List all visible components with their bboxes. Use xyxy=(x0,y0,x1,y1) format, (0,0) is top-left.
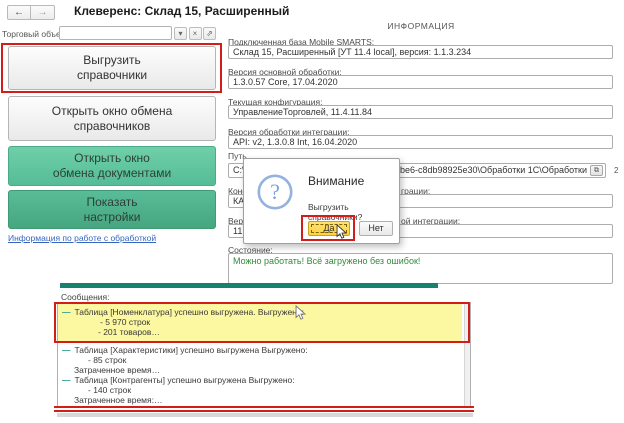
progress-bar xyxy=(60,283,438,288)
core-version-field[interactable]: 1.3.0.57 Core, 17.04.2020 xyxy=(228,75,613,89)
message-text: Таблица [Контрагенты] успешно выгружена … xyxy=(74,375,295,385)
dialog-message: Выгрузить справочники? xyxy=(308,202,363,222)
message-item-characteristics[interactable]: — Таблица [Характеристики] успешно выгруж… xyxy=(62,345,457,375)
dialog-title: Внимание xyxy=(308,174,365,188)
message-highlight xyxy=(58,304,462,341)
no-button[interactable]: Нет xyxy=(359,221,393,236)
info-link[interactable]: Информация по работе с обработкой xyxy=(8,233,157,243)
field-label: Подключенная база Mobile SMARTS: xyxy=(228,37,375,47)
button-label: Открыть окно обмена xyxy=(51,103,173,118)
cursor-icon xyxy=(295,305,306,320)
button-label: настройки xyxy=(83,209,141,224)
version-label-end: ой интеграции: xyxy=(401,216,461,226)
path-value-end: a2f6f-abca-41ba-9be6-c8db98925e30\Обрабо… xyxy=(326,165,587,175)
message-text: Затраченное время… xyxy=(74,365,161,375)
dash-icon: — xyxy=(62,375,71,385)
cursor-icon xyxy=(336,224,347,239)
question-glyph: ? xyxy=(270,179,280,204)
field-label: Версия основной обработки: xyxy=(228,67,342,77)
window-edge xyxy=(57,413,473,417)
button-label: Открыть окно xyxy=(74,151,150,165)
connected-base-field[interactable]: Склад 15, Расширенный [УТ 11.4 local], в… xyxy=(228,45,613,59)
clear-icon[interactable]: × xyxy=(188,26,202,40)
message-text: - 85 строк xyxy=(88,355,127,365)
show-settings-button[interactable]: Показать настройки xyxy=(8,190,216,229)
message-text: Затраченное время:… xyxy=(74,395,163,405)
version-label-start: Верс xyxy=(228,216,248,226)
message-item-nomenclature[interactable]: — Таблица [Номенклатура] успешно выгружен… xyxy=(62,307,457,337)
message-text: Таблица [Номенклатура] успешно выгружена… xyxy=(74,307,304,317)
annotation-line xyxy=(54,406,474,412)
dash-icon: — xyxy=(62,307,71,317)
path-value-start: C:\P xyxy=(233,165,251,175)
confirmation-dialog: ? Внимание Выгрузить справочники? Да Нет xyxy=(243,158,400,244)
config-label-start: Конф xyxy=(228,186,250,196)
trade-object-input[interactable] xyxy=(59,26,172,40)
state-field: Можно работать! Всё загружено без ошибок… xyxy=(228,253,613,284)
button-label: обмена документами xyxy=(52,166,172,180)
dropdown-icon[interactable]: ▾ xyxy=(174,26,187,40)
field-label: Текущая конфигурация: xyxy=(228,97,323,107)
upload-references-button[interactable]: Выгрузить справочники xyxy=(8,46,216,90)
message-text: Таблица [Характеристики] успешно выгруже… xyxy=(74,345,308,355)
configuration-field[interactable]: УправлениеТорговлей, 11.4.11.84 xyxy=(228,105,613,119)
field-label: Версия обработки интеграции: xyxy=(228,127,350,137)
state-label: Состояние: xyxy=(228,245,273,255)
open-reference-exchange-button[interactable]: Открыть окно обмена справочников xyxy=(8,96,216,141)
question-icon xyxy=(257,174,293,210)
info-panel-header: ИНФОРМАЦИЯ xyxy=(387,21,455,31)
button-label: справочники xyxy=(76,68,148,82)
forward-icon[interactable]: → xyxy=(31,5,55,20)
button-label: Выгрузить xyxy=(83,53,141,67)
message-text: - 140 строк xyxy=(88,385,132,395)
scrollbar[interactable] xyxy=(464,303,470,406)
button-label: справочников xyxy=(73,118,151,133)
integration-version-field[interactable]: API: v2, 1.3.0.8 Int, 16.04.2020 xyxy=(228,135,613,149)
message-item-contractors[interactable]: — Таблица [Контрагенты] успешно выгружена… xyxy=(62,375,457,405)
path-label: Путь xyxy=(228,151,247,161)
message-text: - 5 970 строк xyxy=(100,317,151,327)
page-title: Клеверенс: Склад 15, Расширенный xyxy=(74,4,290,18)
message-text: - 201 товаров… xyxy=(98,327,160,337)
messages-label: Сообщения: xyxy=(61,292,110,302)
choose-path-icon[interactable]: ⧉ xyxy=(590,165,603,176)
back-icon[interactable]: ← xyxy=(7,5,31,20)
button-label: Показать xyxy=(86,194,138,209)
nav-history-group: ← → xyxy=(7,5,55,20)
path-counter: 2 xyxy=(614,166,619,175)
open-icon[interactable]: ⇗ xyxy=(203,26,216,40)
trade-object-label: Торговый объект: xyxy=(2,29,71,39)
open-document-exchange-button[interactable]: Открыть окно обмена документами xyxy=(8,146,216,186)
dash-icon: — xyxy=(62,345,71,355)
config-label-end: грации: xyxy=(401,186,431,196)
